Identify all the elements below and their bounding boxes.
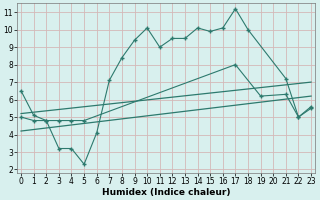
X-axis label: Humidex (Indice chaleur): Humidex (Indice chaleur) [102, 188, 230, 197]
